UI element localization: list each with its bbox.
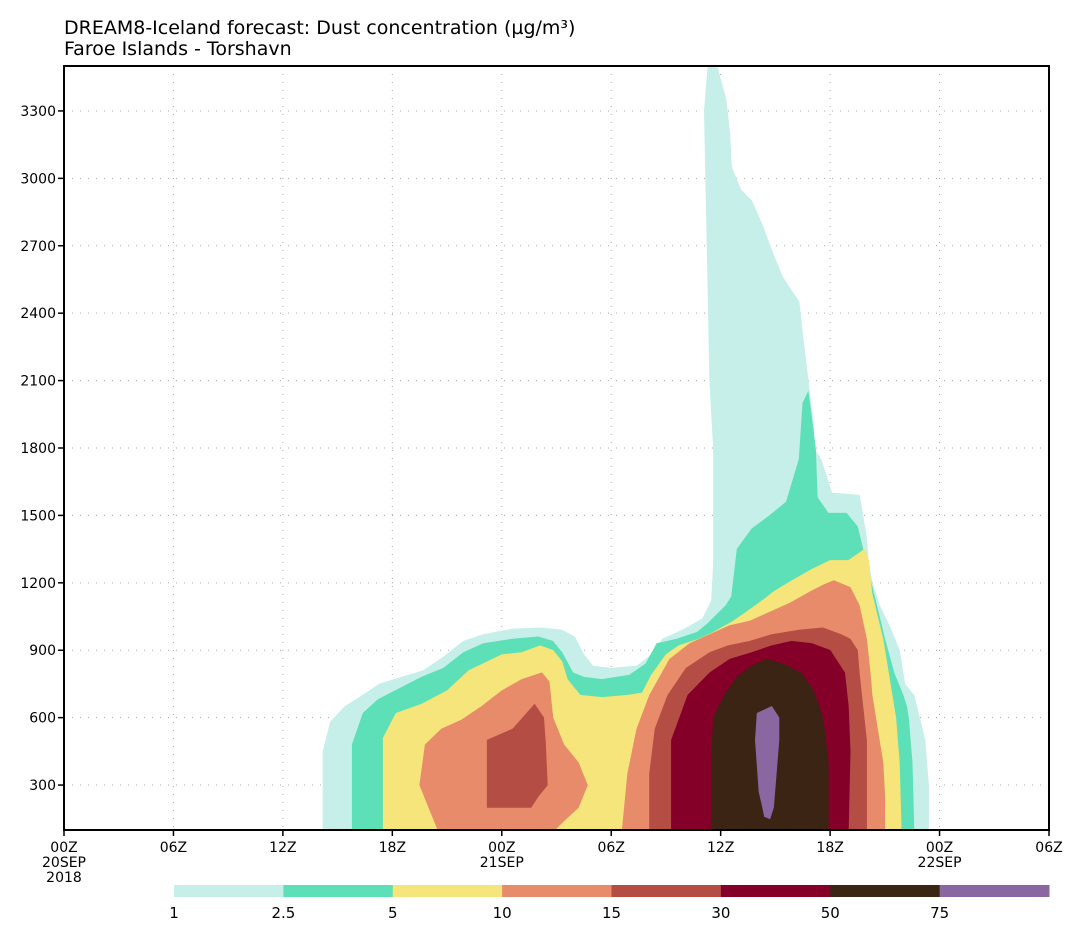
legend-swatch — [283, 885, 394, 897]
legend-label: 1 — [169, 904, 179, 922]
y-tick-label: 3000 — [20, 171, 56, 187]
legend-label: 5 — [388, 904, 398, 922]
y-tick-label: 1800 — [20, 441, 56, 457]
contour-fills — [322, 66, 929, 830]
y-tick-label: 300 — [29, 778, 56, 794]
y-tick-label: 2100 — [20, 374, 56, 390]
legend-swatch — [174, 885, 284, 897]
x-tick-date: 21SEP — [480, 855, 524, 871]
legend-swatch — [392, 885, 503, 897]
legend-swatch — [939, 885, 1050, 897]
x-tick-label: 00Z — [926, 840, 953, 856]
x-tick-label: 12Z — [707, 840, 734, 856]
chart-title: DREAM8-Iceland forecast: Dust concentrat… — [64, 17, 575, 39]
y-tick-label: 1200 — [20, 576, 56, 592]
x-tick-label: 06Z — [1035, 840, 1062, 856]
x-tick-label: 18Z — [379, 840, 406, 856]
legend-label: 30 — [711, 904, 730, 922]
x-tick-date: 20SEP — [42, 855, 86, 871]
y-tick-label: 2700 — [20, 239, 56, 255]
legend-swatch — [720, 885, 831, 897]
contour-fill-75 — [754, 706, 780, 820]
legend-swatch — [611, 885, 722, 897]
x-tick-label: 12Z — [269, 840, 296, 856]
legend-label: 75 — [930, 904, 949, 922]
color-legend: 1 2.5 5 10 15 30 50 75 — [169, 885, 1050, 922]
y-tick-label: 600 — [29, 711, 56, 727]
x-tick-year: 2018 — [46, 870, 82, 886]
legend-label: 50 — [821, 904, 840, 922]
x-tick-label: 18Z — [816, 840, 843, 856]
x-tick-label: 00Z — [488, 840, 515, 856]
y-tick-label: 2400 — [20, 306, 56, 322]
x-tick-label: 06Z — [598, 840, 625, 856]
legend-label: 2.5 — [271, 904, 295, 922]
x-tick-label: 00Z — [50, 840, 77, 856]
y-tick-label: 900 — [29, 643, 56, 659]
x-tick-label: 06Z — [160, 840, 187, 856]
chart-subtitle: Faroe Islands - Torshavn — [64, 38, 292, 60]
legend-label: 15 — [602, 904, 621, 922]
legend-swatch — [502, 885, 612, 897]
legend-swatch — [830, 885, 941, 897]
legend-label: 10 — [493, 904, 512, 922]
y-axis: 300 600 900 1200 1500 1800 2100 2400 2700 3000 330… — [20, 104, 64, 794]
y-tick-label: 3300 — [20, 104, 56, 120]
contour-fill-15 — [486, 703, 548, 808]
y-tick-label: 1500 — [20, 508, 56, 524]
x-tick-date: 22SEP — [918, 855, 962, 871]
